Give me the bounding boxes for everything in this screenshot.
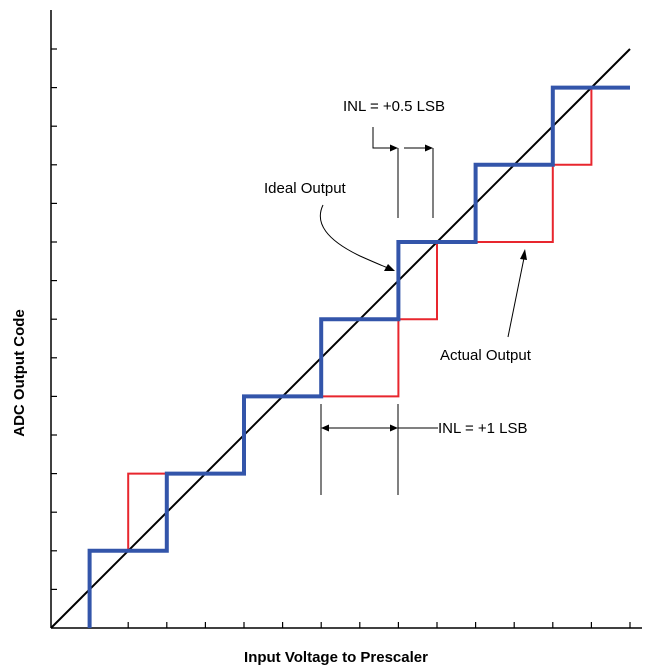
arrowhead — [384, 264, 395, 271]
actual-output-series — [88, 86, 630, 628]
actual-output-label: Actual Output — [440, 347, 532, 364]
axis-ticks — [51, 48, 631, 628]
arrowhead — [390, 144, 398, 152]
ideal-transfer-diagonal — [50, 48, 631, 629]
arrowhead — [390, 424, 398, 432]
inl-half-lsb-annotation: INL = +0.5 LSB — [343, 98, 445, 218]
leader-line — [372, 127, 392, 149]
leader-curve — [319, 204, 389, 269]
x-axis-label: Input Voltage to Prescaler — [244, 649, 428, 666]
ideal-output-label: Ideal Output — [264, 180, 347, 197]
inl-one-lsb-label: INL = +1 LSB — [438, 420, 528, 437]
y-axis-label: ADC Output Code — [11, 309, 28, 436]
ideal-output-callout: Ideal Output — [264, 180, 395, 271]
inl-half-lsb-label: INL = +0.5 LSB — [343, 98, 445, 115]
arrowhead — [321, 424, 329, 432]
ideal-output-series — [87, 85, 630, 628]
actual-output-callout: Actual Output — [440, 249, 532, 364]
arrowhead — [520, 249, 527, 260]
arrowhead — [425, 144, 433, 152]
leader-line — [507, 257, 525, 338]
inl-one-lsb-annotation: INL = +1 LSB — [320, 404, 528, 495]
